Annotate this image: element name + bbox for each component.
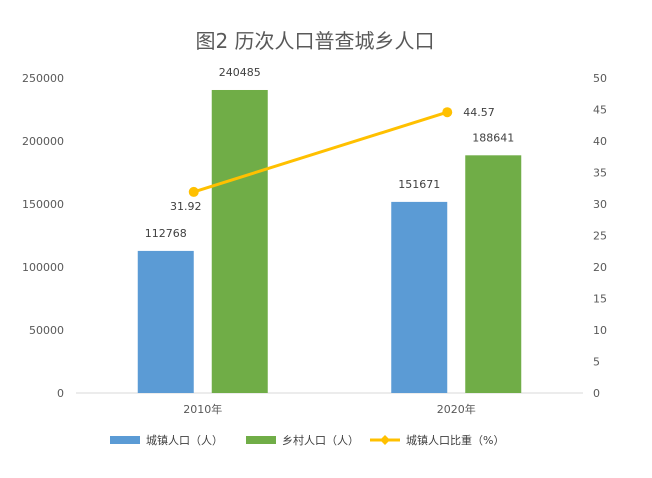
line-data-label: 44.57 [463, 106, 495, 119]
line-point [442, 107, 453, 118]
bar [211, 89, 268, 394]
right-axis-tick-label: 45 [593, 104, 607, 117]
left-axis-tick-label: 250000 [22, 72, 64, 85]
chart-title: 图2 历次人口普查城乡人口 [195, 29, 434, 53]
legend: 城镇人口（人） 乡村人口（人） 城镇人口比重（%） [110, 433, 504, 447]
bar [391, 201, 448, 393]
x-axis-tick-label: 2020年 [437, 402, 476, 416]
right-axis-tick-label: 15 [593, 293, 607, 306]
x-axis-tick-label: 2010年 [183, 402, 222, 416]
bar [465, 155, 522, 393]
legend-swatch [246, 436, 276, 444]
left-axis-tick-label: 100000 [22, 261, 64, 274]
legend-diamond-marker [380, 435, 390, 445]
bar-data-label: 151671 [398, 178, 440, 191]
line-data-label: 31.92 [170, 200, 202, 213]
right-axis-tick-label: 35 [593, 167, 607, 180]
legend-label: 城镇人口（人） [146, 433, 223, 447]
series-line [193, 110, 448, 194]
data-labels: 112768 151671 240485 188641 31.92 44.57 [145, 66, 515, 240]
legend-label: 城镇人口比重（%） [406, 433, 504, 447]
left-axis-tick-label: 200000 [22, 135, 64, 148]
bars [137, 89, 522, 394]
axes: 0 50000 100000 150000 200000 250000 0 5 10 15 20 25… [22, 72, 607, 416]
right-axis-tick-label: 30 [593, 198, 607, 211]
right-axis-tick-label: 10 [593, 324, 607, 337]
right-axis-tick-label: 0 [593, 387, 600, 400]
left-axis-tick-label: 150000 [22, 198, 64, 211]
line-series [188, 107, 453, 197]
right-axis-tick-label: 50 [593, 72, 607, 85]
right-axis-tick-label: 40 [593, 135, 607, 148]
bar-data-label: 240485 [219, 66, 261, 79]
right-axis-tick-label: 5 [593, 356, 600, 369]
line-point [188, 186, 199, 197]
legend-label: 乡村人口（人） [282, 433, 359, 447]
legend-swatch [110, 436, 140, 444]
right-axis-tick-label: 20 [593, 261, 607, 274]
right-axis-tick-label: 25 [593, 230, 607, 243]
bar-data-label: 188641 [472, 131, 514, 144]
bar [137, 250, 194, 393]
left-axis-tick-label: 0 [57, 387, 64, 400]
bar-data-label: 112768 [145, 227, 187, 240]
left-axis-tick-label: 50000 [29, 324, 64, 337]
